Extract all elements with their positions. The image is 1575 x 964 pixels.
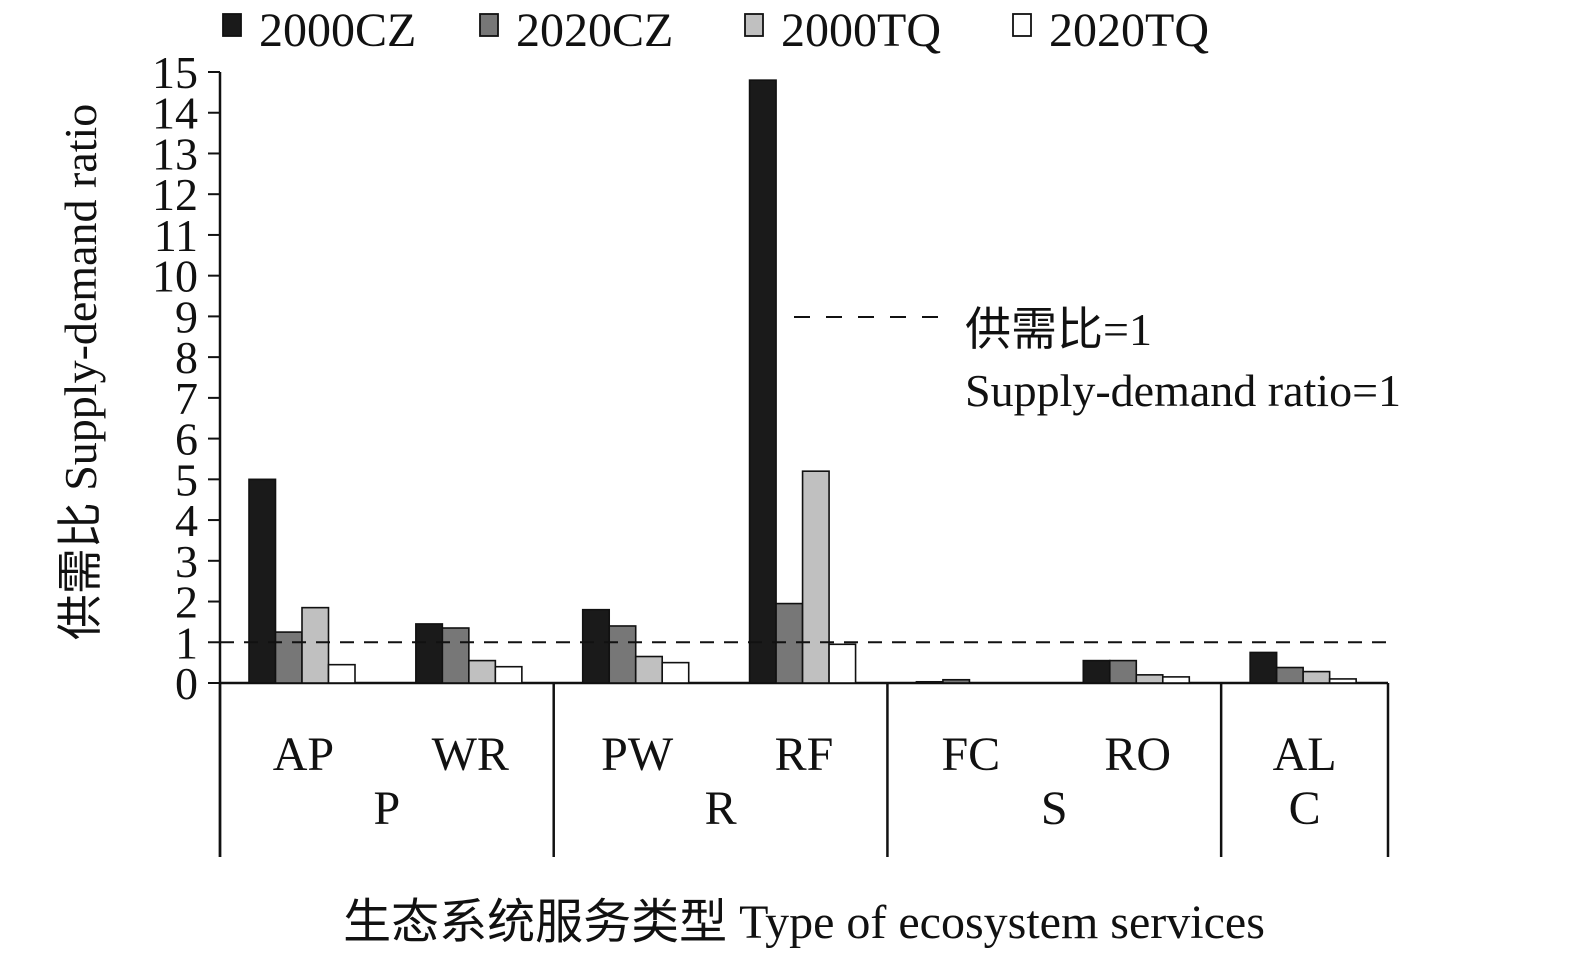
y-tick-label: 3 [175,536,198,587]
bar-2020TQ-RF [828,643,857,684]
bar-2020CZ-WR [441,627,470,684]
bar-2020TQ-RO [1161,676,1191,684]
bar-2020CZ-FC [942,678,971,684]
y-tick-label: 2 [175,577,198,628]
bars [248,79,1357,684]
bar-2020CZ-AP [274,631,303,684]
legend-label: 2020TQ [1049,4,1209,57]
bar-2000CZ-AP [248,478,277,684]
bar-2000CZ-RO [1082,659,1111,684]
y-tick-label: 0 [175,658,198,709]
bar-2000TQ-AP [301,606,330,684]
x-category-label: FC [941,728,1000,781]
y-tick-label: 11 [154,210,198,261]
y-tick-label: 10 [152,251,198,302]
y-axis-title: 供需比 Supply-demand ratio [55,104,106,641]
legend: 2000CZ 2020CZ 2000TQ 2020TQ [222,4,1209,57]
x-category-label: RF [775,728,834,781]
x-axis-title: 生态系统服务类型 Type of ecosystem services [343,896,1265,949]
legend-label: 2020CZ [516,4,673,57]
x-group-label: C [1289,782,1321,835]
y-tick-label: 7 [175,373,198,424]
bar-2020CZ-PW [608,625,637,684]
y-tick-label: 14 [152,88,198,139]
y-tick-label: 12 [152,169,198,220]
x-group-label: S [1041,782,1068,835]
bar-2000TQ-RF [801,470,830,684]
x-category-label: PW [601,728,674,781]
y-tick-label: 8 [175,332,198,383]
bar-2000CZ-WR [415,623,444,684]
bar-2020CZ-RO [1108,659,1138,684]
bar-2000TQ-AL [1302,670,1331,684]
legend-swatch-2020TQ [1012,13,1032,37]
legend-label: 2000TQ [781,4,941,57]
bar-2020CZ-AL [1275,666,1304,684]
bar-2000TQ-PW [634,655,664,684]
x-group-label: P [374,782,401,835]
x-category-label: AP [273,728,334,781]
bar-2000TQ-WR [468,659,497,684]
legend-swatch-2000CZ [222,13,242,37]
bar-2020TQ-WR [494,665,523,684]
y-tick-label: 6 [175,414,198,465]
legend-swatch-2020CZ [479,13,499,37]
bar-2000CZ-AL [1249,651,1278,684]
axis-labels: 供需比 Supply-demand ratio 生态系统服务类型 Type of… [55,104,1265,949]
x-category-label: WR [432,728,509,781]
y-tick-label: 5 [175,454,198,505]
bar-2020TQ-AL [1328,678,1357,684]
bar-2020CZ-RF [775,602,804,684]
bar-2000CZ-RF [748,79,777,684]
y-tick-label: 9 [175,291,198,342]
reference-line-group: 供需比=1 Supply-demand ratio=1 [220,304,1401,644]
y-tick-label: 15 [152,47,198,98]
bar-2020TQ-AP [327,663,356,684]
bar-2000CZ-PW [581,608,611,684]
y-tick-label: 13 [152,128,198,179]
y-tick-label: 4 [175,495,198,546]
legend-label: 2000CZ [259,4,416,57]
reference-line-label-en: Supply-demand ratio=1 [965,365,1401,416]
x-group-label: R [705,782,737,835]
legend-swatch-2000TQ [744,13,764,37]
bar-2020TQ-PW [661,661,690,684]
x-category-label: RO [1104,728,1171,781]
reference-line-label-zh: 供需比=1 [965,304,1152,355]
y-tick-label: 1 [175,617,198,668]
bar-2000TQ-RO [1135,674,1164,684]
x-category-label: AL [1273,728,1337,781]
bar-2000CZ-FC [915,680,944,684]
